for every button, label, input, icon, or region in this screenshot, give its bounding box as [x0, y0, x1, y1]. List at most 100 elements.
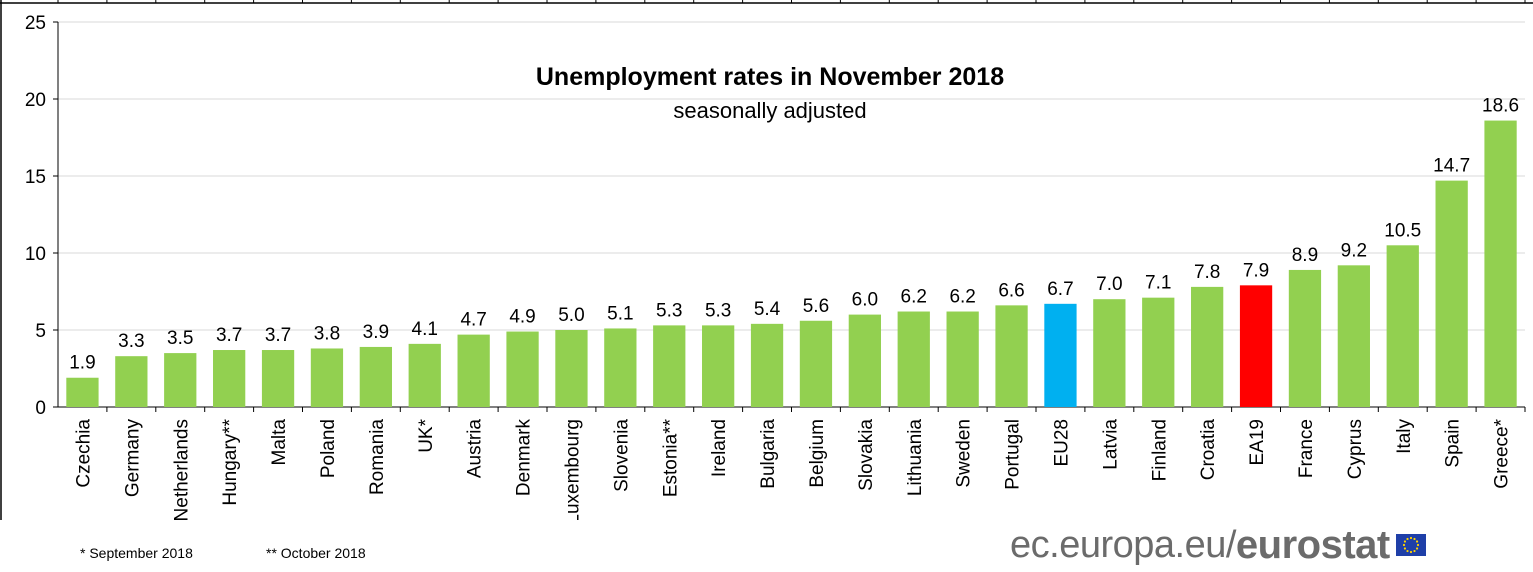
category-label: Malta: [269, 419, 290, 466]
category-label: Sweden: [954, 419, 975, 488]
flag-star: [1413, 537, 1416, 541]
category-label: Spain: [1443, 419, 1464, 468]
category-label: Austria: [465, 419, 486, 479]
bar: [457, 334, 490, 407]
y-tick-label: 20: [25, 90, 46, 111]
bar: [213, 350, 246, 407]
category-label: Estonia**: [660, 418, 681, 497]
value-label: 3.7: [265, 325, 291, 346]
value-label: 3.9: [363, 322, 389, 343]
bar: [799, 320, 833, 407]
category-labels: Czechia Germany Netherlands Hungary** Malta P…: [73, 418, 1512, 520]
value-label: 5.6: [803, 296, 829, 317]
bar: [1288, 269, 1322, 407]
value-label: 7.0: [1096, 274, 1122, 295]
category-label: Belgium: [807, 419, 828, 488]
value-label: 5.1: [607, 303, 633, 324]
value-label: 6.6: [998, 280, 1024, 301]
category-label: France: [1296, 419, 1317, 478]
category-label: UK*: [416, 418, 437, 452]
category-label: Ireland: [709, 419, 730, 477]
category-label: Lithuania: [905, 419, 926, 497]
value-label: 3.7: [216, 325, 242, 346]
bar: [995, 305, 1028, 407]
flag-star: [1416, 543, 1419, 547]
bar: [261, 350, 295, 407]
bar: [1142, 297, 1175, 407]
value-label: 4.1: [412, 319, 438, 340]
category-label: Germany: [122, 419, 143, 498]
footnote-september: * September 2018: [80, 545, 193, 561]
bar: [408, 343, 441, 407]
category-label: Bulgaria: [758, 419, 779, 489]
value-label: 3.3: [118, 331, 144, 352]
y-tick-label: 10: [25, 244, 46, 265]
bar: [1337, 265, 1370, 407]
category-label: Denmark: [514, 419, 535, 497]
category-label: EA19: [1247, 419, 1268, 465]
bar: [1239, 285, 1273, 407]
value-label: 9.2: [1341, 240, 1367, 261]
category-label: Greece*: [1492, 418, 1513, 488]
category-label: Romania: [367, 419, 388, 495]
category-label: Cyprus: [1345, 419, 1366, 479]
flag-star: [1406, 537, 1409, 541]
bar: [653, 325, 686, 407]
value-label: 7.9: [1243, 260, 1269, 281]
value-label: 10.5: [1384, 220, 1421, 241]
value-label: 1.9: [69, 353, 95, 374]
category-label: Italy: [1394, 419, 1415, 454]
flag-star: [1403, 540, 1406, 543]
chart-subtitle: seasonally adjusted: [673, 98, 866, 123]
value-label: 8.9: [1292, 245, 1318, 266]
bar: [848, 314, 881, 407]
value-label: 7.1: [1145, 273, 1171, 294]
bar: [506, 331, 539, 407]
flag-star: [1413, 549, 1416, 553]
bar: [604, 328, 637, 407]
flag-star: [1406, 549, 1409, 553]
flag-star: [1403, 547, 1406, 550]
bar: [750, 323, 784, 407]
category-label: Poland: [318, 419, 339, 478]
bar: [1386, 245, 1419, 407]
bar: [164, 353, 197, 407]
y-tick-label: 0: [35, 398, 46, 419]
bar: [1484, 120, 1517, 407]
gridlines: [58, 21, 1525, 331]
flag-star: [1402, 543, 1405, 547]
category-label: EU28: [1051, 419, 1072, 467]
category-label: Hungary**: [220, 418, 241, 505]
value-labels: 1.9 3.3 3.5 3.7 3.7 3.8 3.9 4.1 4.7 4.9 5.0 5.1 5.3 5…: [69, 96, 1519, 374]
y-tick-label: 5: [35, 321, 46, 342]
bar: [897, 311, 930, 407]
value-label: 5.0: [558, 305, 584, 326]
bar: [1044, 303, 1077, 407]
bar: [702, 325, 735, 407]
value-label: 6.7: [1047, 279, 1073, 300]
bar: [359, 346, 392, 407]
value-label: 6.2: [901, 287, 927, 308]
eurostat-logo: ec.europa.eu/ eurostat: [1010, 522, 1426, 568]
value-label: 4.9: [509, 307, 535, 328]
flag-star: [1415, 540, 1418, 543]
bar: [946, 311, 979, 407]
footnote-october: ** October 2018: [266, 545, 366, 561]
bar: [66, 377, 99, 407]
value-label: 5.3: [705, 300, 731, 321]
brand-name: eurostat: [1235, 522, 1390, 567]
category-label: Portugal: [1003, 419, 1024, 490]
bar: [1191, 286, 1224, 407]
value-label: 5.4: [754, 299, 781, 320]
value-label: 7.8: [1194, 262, 1220, 283]
bar: [1435, 180, 1468, 407]
eu-flag-icon: [1395, 534, 1426, 556]
flag-star: [1409, 536, 1412, 540]
flag-star: [1409, 550, 1412, 554]
bars: [66, 120, 1517, 407]
category-label: Slovakia: [856, 419, 877, 491]
category-label: Slovenia: [611, 419, 632, 492]
category-label: Finland: [1149, 419, 1170, 481]
category-label: Croatia: [1198, 419, 1219, 481]
value-label: 6.2: [949, 287, 975, 308]
